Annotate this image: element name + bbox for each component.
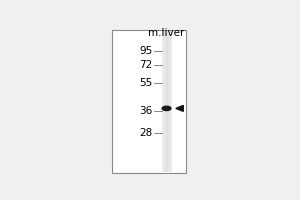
Ellipse shape [162,106,171,111]
Text: 36: 36 [139,106,153,116]
Text: 95: 95 [139,46,153,56]
Text: 72: 72 [139,60,153,70]
Polygon shape [176,105,183,111]
FancyBboxPatch shape [112,30,186,173]
Text: m.liver: m.liver [148,28,185,38]
Text: 28: 28 [139,128,153,138]
Text: 55: 55 [139,78,153,88]
